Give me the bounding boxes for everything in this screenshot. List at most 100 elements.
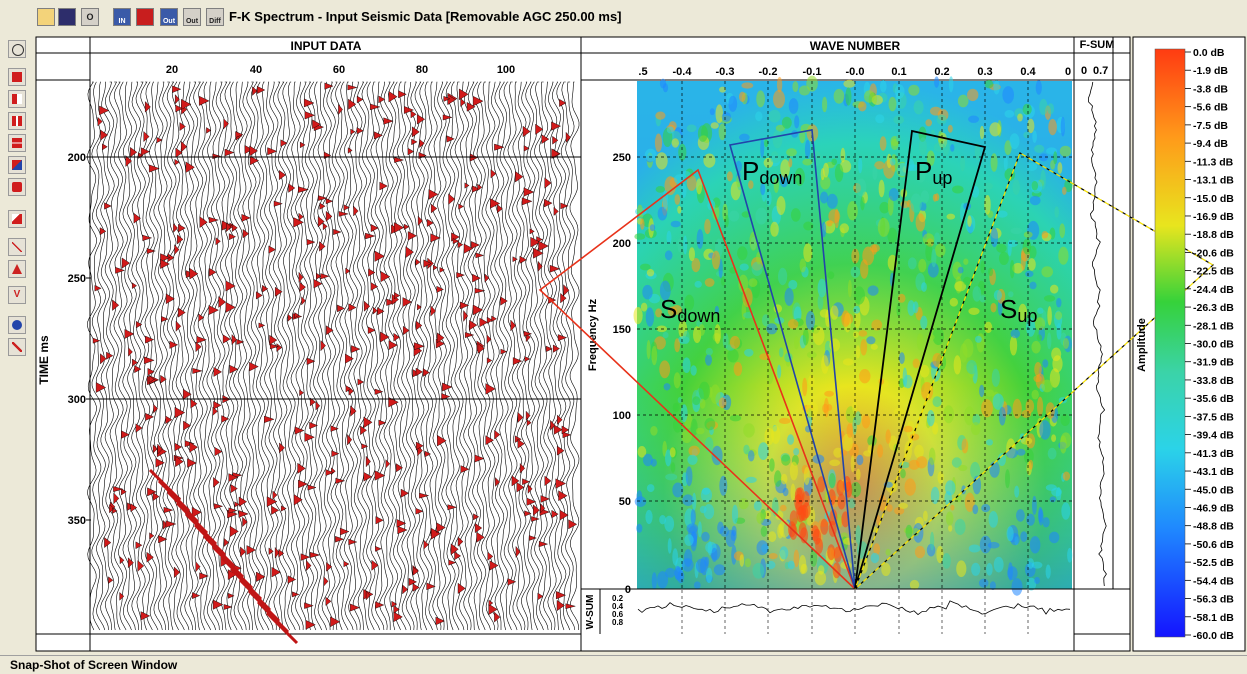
input-label: IN	[118, 18, 126, 25]
fk-spot	[1041, 266, 1053, 278]
seismic-peak-fill	[351, 345, 361, 353]
input-y-tick: 300	[68, 394, 86, 406]
zoom-icon[interactable]	[8, 210, 26, 228]
fk-spot	[806, 401, 819, 418]
seismic-peak-fill	[368, 268, 376, 277]
fk-spot	[961, 438, 969, 454]
seismic-peak-fill	[240, 546, 247, 558]
fk-spot	[988, 511, 998, 528]
save-disk-icon[interactable]	[58, 8, 76, 26]
fk-spot	[1017, 113, 1023, 122]
velocity-icon[interactable]: V	[8, 286, 26, 304]
seismic-peak-fill	[288, 183, 296, 193]
seismic-peak-fill	[147, 367, 155, 376]
fk-spot	[745, 476, 757, 483]
output-icon[interactable]: Out	[160, 8, 178, 26]
seismic-peak-fill	[137, 560, 145, 572]
seismic-peak-fill	[410, 110, 417, 119]
seismic-peak-fill	[340, 527, 350, 536]
split-vertical-icon[interactable]	[8, 90, 26, 108]
split-horizontal-icon[interactable]	[8, 134, 26, 152]
seismic-trace	[299, 81, 310, 631]
seismic-trace	[503, 81, 514, 631]
fk-spot	[879, 136, 887, 151]
seismic-peak-fill	[370, 282, 379, 291]
seismic-peak-fill	[279, 442, 285, 454]
fk-spot	[839, 223, 849, 234]
fk-spot	[989, 461, 1000, 478]
wiggle-icon[interactable]	[8, 178, 26, 196]
run-icon[interactable]	[8, 316, 26, 334]
seismic-trace	[343, 81, 354, 631]
fk-spot	[802, 158, 813, 166]
seismic-peak-fill	[419, 138, 425, 149]
fk-spot	[894, 507, 905, 515]
output-wave-icon[interactable]: Out	[183, 8, 201, 26]
seismic-peak-fill	[472, 185, 481, 193]
difference-icon[interactable]: Diff	[206, 8, 224, 26]
seismic-peak-fill	[378, 95, 386, 104]
seismic-peak-fill	[124, 329, 135, 339]
seismic-peak-fill	[94, 285, 102, 292]
input-icon[interactable]: IN	[113, 8, 131, 26]
seismic-peak-fill	[533, 504, 540, 517]
seismic-peak-fill	[304, 432, 315, 442]
seismic-peak-fill	[558, 490, 568, 502]
fk-spot	[739, 554, 745, 567]
fk-x-tick: -0.0	[846, 66, 865, 78]
pick-icon[interactable]	[8, 156, 26, 174]
seismic-peak-fill	[407, 231, 417, 241]
fk-spot	[690, 365, 697, 376]
seismic-peak-fill	[234, 501, 240, 508]
glasses-icon[interactable]	[8, 40, 26, 58]
fk-spot	[853, 331, 859, 338]
fk-spot	[748, 180, 754, 190]
seismic-trace	[419, 81, 430, 631]
fk-y-tick: 250	[613, 152, 631, 164]
amplitude-label: -41.3 dB	[1193, 448, 1234, 460]
fk-spot	[903, 425, 913, 433]
fk-spot	[881, 562, 891, 577]
input-x-ticks: 20 40 60 80 100	[166, 64, 515, 76]
fk-spot	[659, 515, 666, 525]
fk-spot	[714, 324, 721, 344]
open-folder-icon[interactable]	[37, 8, 55, 26]
fk-spot	[888, 188, 899, 201]
seismic-peak-fill	[319, 241, 326, 252]
seismic-trace	[210, 81, 221, 631]
fk-spot	[1025, 270, 1034, 278]
seismic-peak-fill	[304, 111, 316, 120]
fk-spot	[820, 168, 825, 181]
fk-spot	[739, 133, 750, 142]
fk-spot	[972, 286, 982, 302]
seismic-peak-fill	[511, 475, 520, 487]
output-red-icon[interactable]	[136, 8, 154, 26]
cross-icon[interactable]	[8, 238, 26, 256]
seismic-peak-fill	[540, 503, 546, 514]
arrow-up-icon[interactable]	[8, 260, 26, 278]
seismic-peak-fill	[119, 591, 125, 601]
seismic-peak-fill	[293, 217, 304, 228]
fk-spot	[828, 473, 836, 489]
cancel-run-icon[interactable]	[8, 338, 26, 356]
seismic-peak-fill	[177, 307, 186, 318]
seismic-peak-fill	[153, 403, 158, 414]
fk-spot	[947, 124, 953, 133]
amplitude-labels: 0.0 dB -1.9 dB -3.8 dB -5.6 dB -7.5 dB -9.4 d…	[1185, 47, 1234, 642]
fk-spot	[930, 531, 935, 551]
split-vertical-2-icon[interactable]	[8, 112, 26, 130]
seismic-trace	[109, 81, 120, 631]
seismic-peak-fill	[304, 98, 315, 108]
fk-x-ticks: .5 -0.4 -0.3 -0.2 -0.1 -0.0 0.1 0.2 0.3 0.4 0	[638, 66, 1071, 78]
seismic-peak-fill	[157, 443, 163, 455]
fk-spot	[687, 454, 698, 465]
fk-spot	[696, 229, 704, 249]
seismic-peak-fill	[403, 325, 410, 336]
fk-spot	[664, 515, 675, 532]
fk-spot	[866, 336, 876, 345]
seismic-peak-fill	[244, 145, 253, 155]
fk-spot	[1010, 227, 1023, 234]
single-panel-icon[interactable]	[8, 68, 26, 86]
amplitude-label: -50.6 dB	[1193, 539, 1234, 551]
circle-o-icon[interactable]: O	[81, 8, 99, 26]
